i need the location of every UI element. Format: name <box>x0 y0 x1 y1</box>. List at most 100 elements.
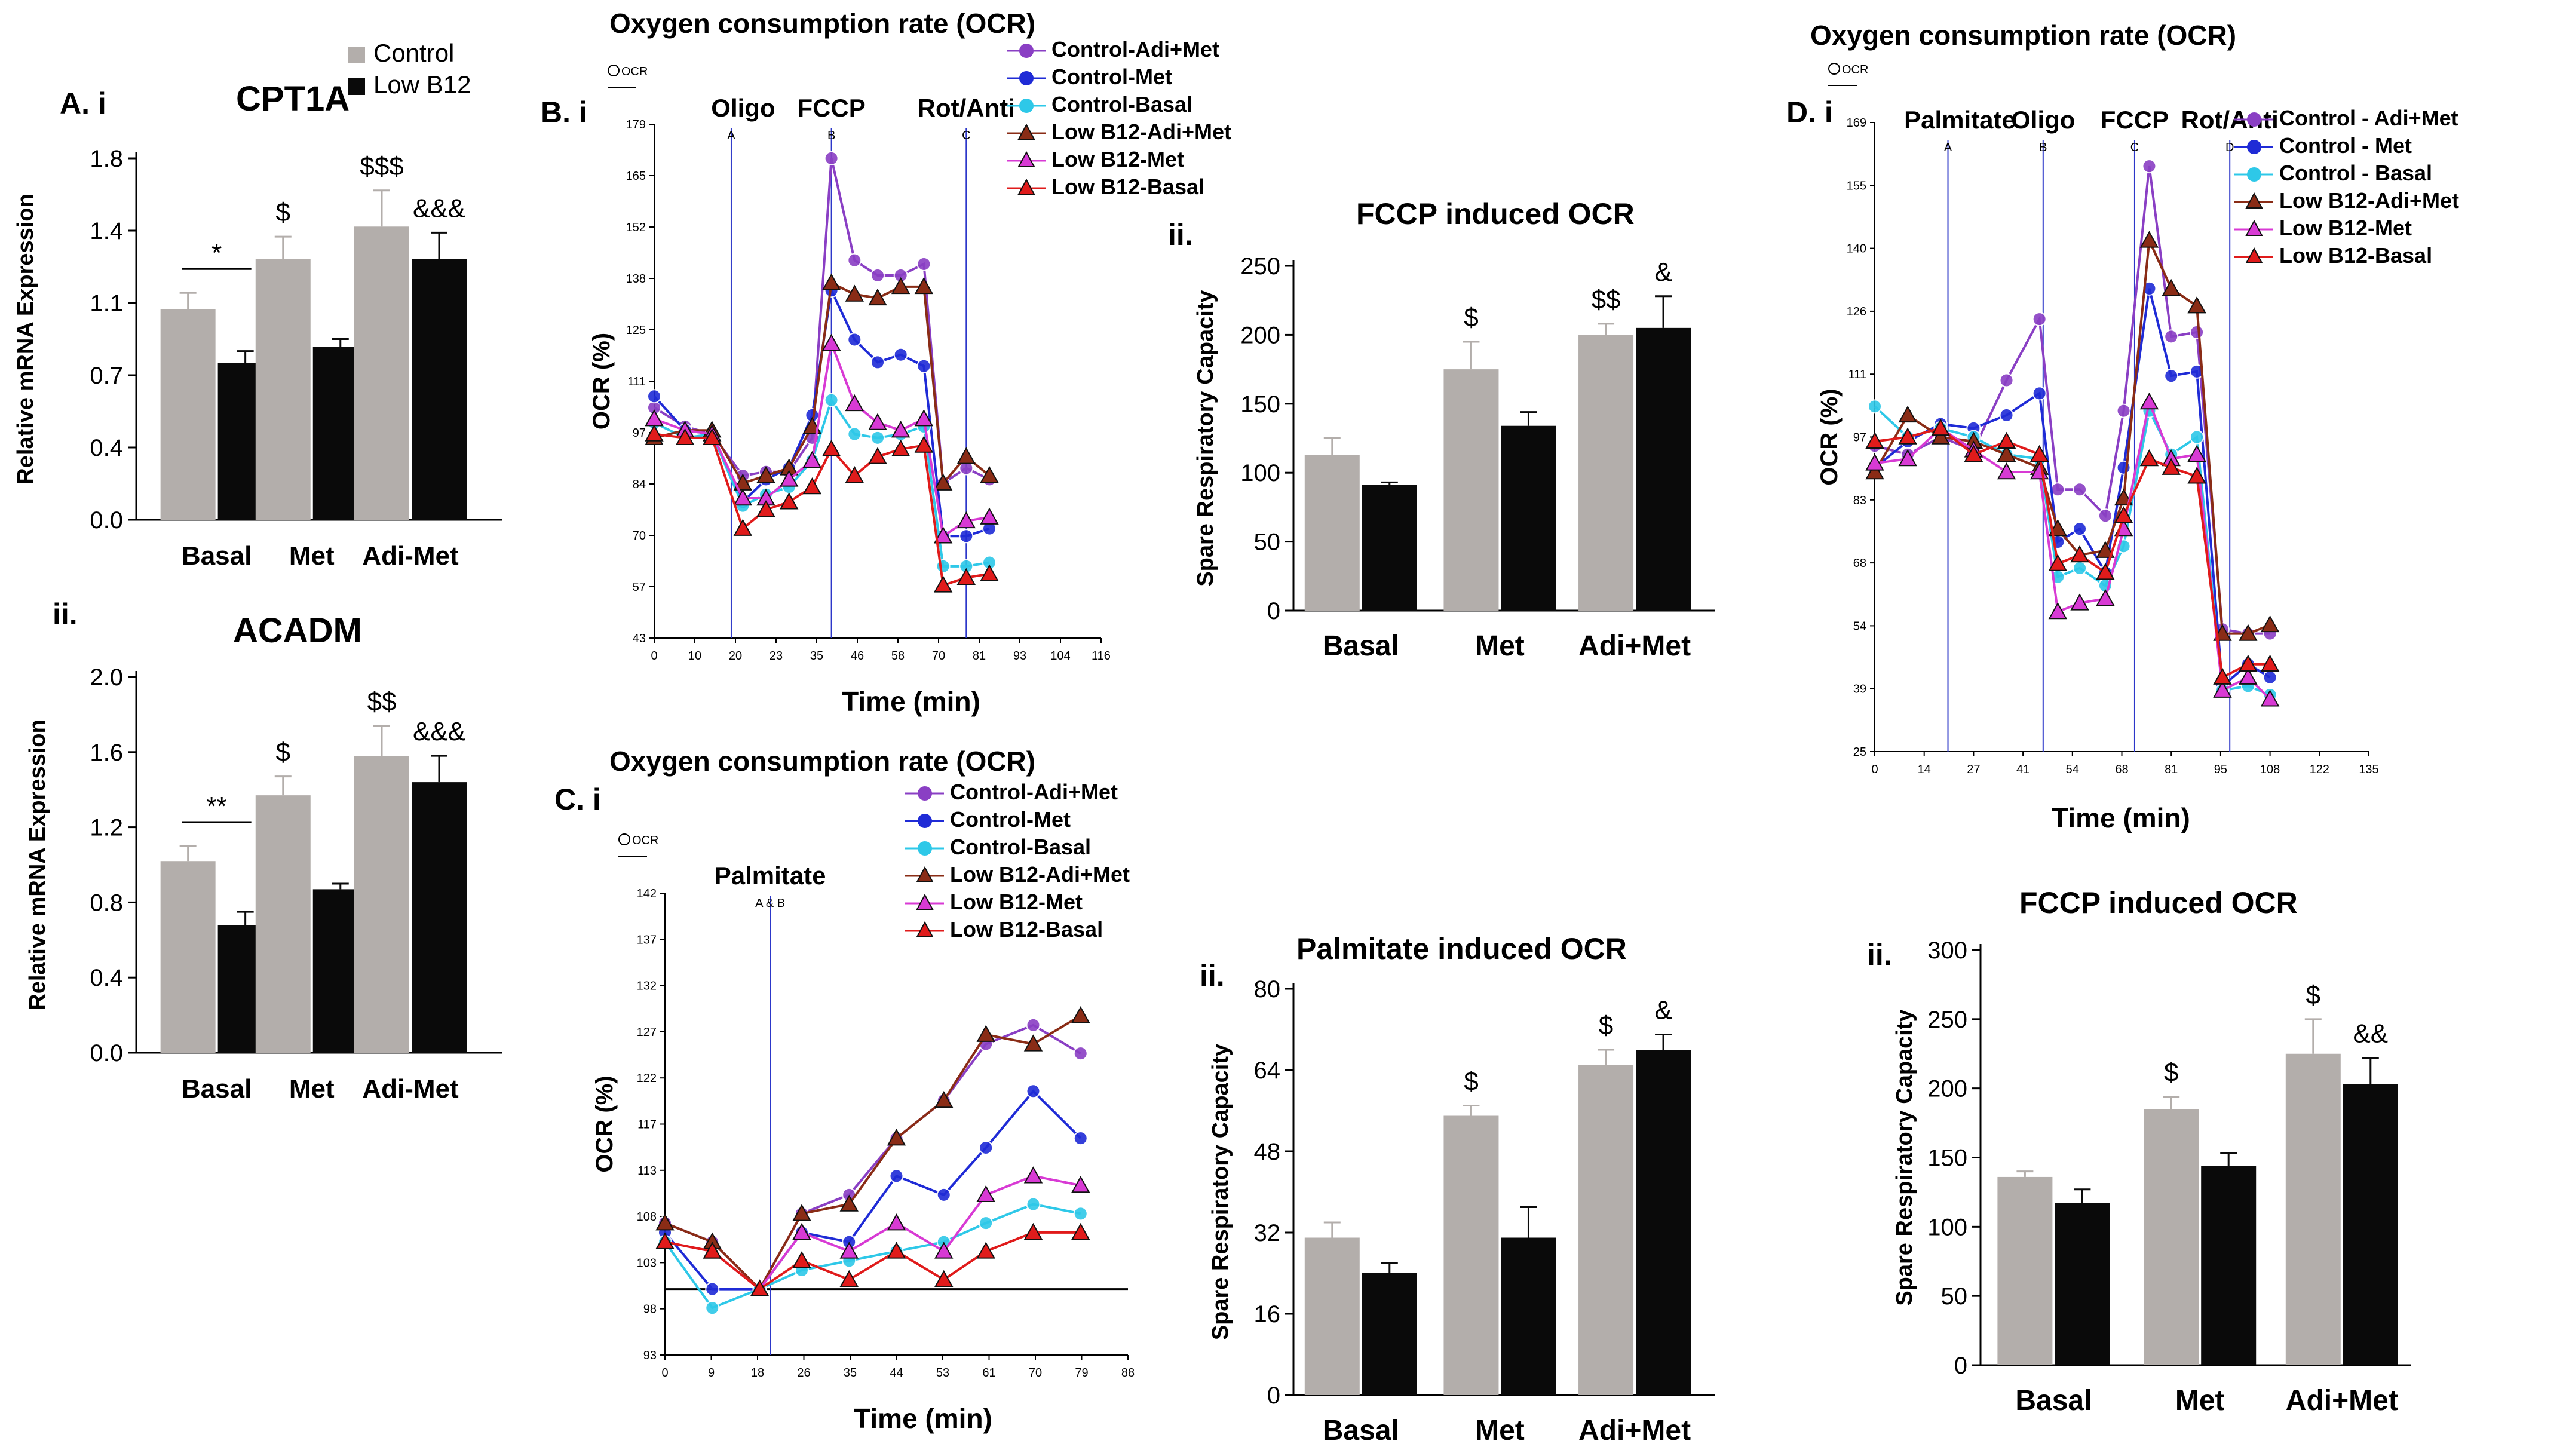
y-tick-label: 152 <box>626 221 646 234</box>
data-point <box>2139 449 2159 467</box>
data-point <box>1898 449 1917 467</box>
series-line <box>664 1203 1081 1310</box>
data-point <box>2164 369 2179 384</box>
y-tick-label: 64 <box>1254 1057 1281 1084</box>
data-point <box>979 1140 994 1155</box>
panel-label-d-i: D. i <box>1786 96 1833 129</box>
legend-marker <box>918 786 932 801</box>
x-tick-label: 20 <box>729 649 742 663</box>
data-point <box>889 1169 904 1184</box>
legend-marker <box>1017 151 1035 167</box>
data-point <box>933 473 953 491</box>
chart-ocr-c: Oxygen consumption rate (OCR) OCR 93 98 103 1… <box>591 746 1135 1434</box>
injection-label: Palmitate <box>1904 106 2016 134</box>
data-point <box>2139 231 2159 248</box>
bar <box>1636 327 1691 611</box>
bar <box>412 782 467 1053</box>
y-tick-label: 83 <box>1853 494 1866 507</box>
category-label: Basal <box>2015 1385 2092 1417</box>
y-tick-label: 132 <box>637 980 657 993</box>
data-point <box>2190 430 2205 445</box>
data-point <box>1026 1017 1041 1032</box>
injection-letter: C <box>2130 141 2139 154</box>
y-tick-label: 250 <box>1927 1007 1967 1033</box>
bar <box>2201 1166 2257 1365</box>
significance-mark: $$ <box>1592 285 1621 314</box>
data-point <box>870 355 885 370</box>
y-tick-label: 200 <box>1927 1076 1967 1102</box>
legend-marker <box>2247 167 2261 182</box>
x-axis-label: Time (min) <box>842 686 980 717</box>
data-point <box>916 256 931 271</box>
category-label: Adi+Met <box>2286 1385 2398 1417</box>
data-point <box>2098 508 2113 523</box>
data-point <box>956 568 976 586</box>
y-tick-label: 137 <box>637 933 657 946</box>
data-point <box>821 439 841 457</box>
y-axis-label: Relative mRNA Expression <box>25 719 50 1010</box>
y-tick-label: 0.8 <box>90 890 123 916</box>
x-tick-label: 104 <box>1050 649 1070 663</box>
panel-label-a-i: A. i <box>60 87 106 120</box>
injection-letter: A & B <box>755 897 785 910</box>
x-tick-label: 44 <box>890 1366 903 1380</box>
data-point <box>1898 405 1917 423</box>
data-point <box>887 1129 906 1146</box>
data-point <box>933 526 953 544</box>
data-point <box>2187 445 2206 462</box>
data-point <box>847 332 862 347</box>
data-point <box>934 1270 954 1287</box>
data-point <box>914 409 934 427</box>
y-tick-label: 1.8 <box>90 146 123 172</box>
chart-title: FCCP induced OCR <box>2019 886 2298 919</box>
bar <box>354 226 409 520</box>
y-tick-label: 140 <box>1847 243 1866 256</box>
legend-label: Control-Adi+Met <box>1051 37 1219 62</box>
data-point <box>645 424 664 442</box>
bar <box>160 309 216 520</box>
data-point <box>1073 1206 1088 1221</box>
y-tick-label: 126 <box>1847 305 1866 318</box>
data-point <box>2116 403 2131 418</box>
data-point <box>802 477 822 495</box>
legend-label: Control - Basal <box>2279 161 2432 185</box>
data-point <box>705 1301 720 1316</box>
x-tick-label: 61 <box>982 1366 995 1380</box>
y-tick-label: 97 <box>1853 431 1866 445</box>
data-point <box>893 347 908 362</box>
x-axis-label: Time (min) <box>2052 802 2190 833</box>
y-tick-label: 70 <box>633 529 646 542</box>
panel-label-c-i: C. i <box>554 783 601 816</box>
data-point <box>675 428 695 446</box>
legend-marker <box>916 921 934 937</box>
legend-label: Control-Met <box>950 807 1071 832</box>
series-line <box>664 1014 1081 1291</box>
x-tick-label: 54 <box>2066 763 2079 776</box>
y-tick-label: 84 <box>633 478 646 491</box>
data-point <box>2070 545 2089 563</box>
data-point <box>2239 624 2258 641</box>
y-tick-label: 142 <box>637 887 657 900</box>
category-label: Met <box>289 1074 335 1104</box>
injection-label: Rot/Anti <box>918 94 1015 122</box>
data-point <box>2070 593 2089 611</box>
y-tick-label: 125 <box>626 324 646 337</box>
data-point <box>1999 373 2014 388</box>
y-tick-label: 0 <box>1267 1383 1280 1409</box>
data-point <box>2073 482 2087 497</box>
data-point <box>2096 589 2115 606</box>
chart-cpt1a: CPT1A 0.0 0.4 0.7 1.1 1.4 1.8 Relative mRNA Exp… <box>13 39 502 571</box>
chart-title: FCCP induced OCR <box>1356 197 1635 231</box>
category-label: Basal <box>1323 630 1399 662</box>
y-tick-label: 122 <box>637 1072 657 1085</box>
category-label: Adi+Met <box>1578 630 1691 662</box>
data-point <box>870 430 885 445</box>
x-tick-label: 9 <box>708 1366 715 1380</box>
y-tick-label: 50 <box>1941 1283 1968 1310</box>
data-point <box>2239 667 2258 685</box>
data-point <box>1868 399 1882 414</box>
data-point <box>2213 681 2232 698</box>
data-point <box>824 393 839 407</box>
series-line <box>1874 288 2271 689</box>
y-tick-label: 54 <box>1853 620 1866 633</box>
